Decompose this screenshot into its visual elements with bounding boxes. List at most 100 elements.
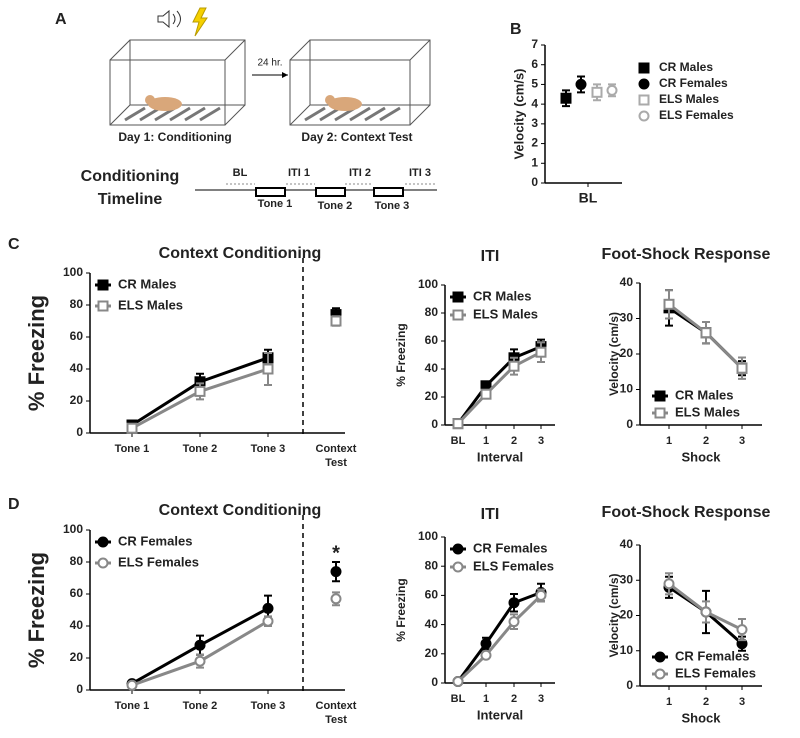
day1-label: Day 1: Conditioning (118, 130, 231, 144)
x-tick-label: 3 (538, 693, 544, 705)
marker (97, 536, 109, 548)
marker (97, 300, 109, 312)
x-tick-label: Tone 2 (183, 700, 218, 712)
legend-label: CR Males (473, 288, 532, 303)
chart-title: Context Conditioning (159, 502, 322, 519)
y-tick-label: 4 (531, 96, 538, 110)
x-tick-label: Context (316, 443, 357, 455)
y-tick-label: 40 (70, 361, 84, 375)
x-tick-label: 2 (511, 435, 517, 447)
y-tick-label: 40 (425, 361, 439, 375)
legend-label: CR Females (118, 533, 192, 548)
period-label: ITI 2 (349, 167, 371, 179)
marker (126, 422, 138, 434)
timeline-title: Timeline (98, 191, 163, 208)
chamber-day1 (109, 39, 246, 126)
marker (736, 362, 748, 374)
x-tick-label: 1 (666, 435, 672, 447)
x-tick-label: 3 (739, 435, 745, 447)
y-tick-label: 60 (425, 588, 439, 602)
y-tick-label: 100 (418, 277, 438, 291)
marker (452, 291, 464, 303)
legend-label: ELS Females (675, 665, 756, 680)
panel-label: C (8, 236, 20, 253)
y-tick-label: 20 (425, 646, 439, 660)
panel-label: A (55, 11, 67, 28)
marker (535, 346, 547, 358)
delay-label: 24 hr. (257, 58, 282, 69)
legend-label: CR Males (659, 60, 713, 74)
y-tick-label: 40 (425, 617, 439, 631)
chart-title: Foot-Shock Response (602, 504, 771, 521)
legend-label: CR Males (675, 387, 734, 402)
y-tick-label: 80 (425, 558, 439, 572)
x-tick-label: Tone 3 (251, 700, 286, 712)
marker (591, 86, 603, 98)
x-tick-label: Tone 2 (183, 443, 218, 455)
series-line (456, 594, 543, 683)
marker (638, 62, 650, 74)
x-tick-label: BL (451, 435, 466, 447)
marker (330, 593, 342, 605)
y-tick-label: 100 (63, 522, 83, 536)
marker (262, 363, 274, 375)
annotation: * (332, 542, 340, 564)
marker (97, 557, 109, 569)
legend-label: ELS Females (118, 554, 199, 569)
y-tick-label: 80 (70, 297, 84, 311)
y-tick-label: 80 (425, 305, 439, 319)
x-tick-label: 2 (511, 693, 517, 705)
y-tick-label: 40 (620, 537, 634, 551)
y-tick-label: 3 (531, 116, 538, 130)
y-tick-label: 0 (626, 417, 633, 431)
mouse (328, 97, 362, 111)
y-axis-label: % Freezing (394, 323, 408, 386)
series-line (456, 345, 542, 425)
marker (508, 360, 520, 372)
y-tick-label: 100 (63, 265, 83, 279)
y-tick-label: 100 (418, 529, 438, 543)
marker (606, 84, 618, 96)
marker (638, 94, 650, 106)
speaker-icon (157, 9, 181, 29)
period-label: BL (233, 167, 248, 179)
y-tick-label: 40 (620, 275, 634, 289)
marker (638, 110, 650, 122)
x-axis-label: Interval (477, 707, 523, 722)
marker (262, 615, 274, 627)
y-tick-label: 10 (620, 643, 634, 657)
marker (330, 566, 342, 578)
tone-label: Tone 1 (258, 198, 293, 210)
y-axis-label: % Freezing (24, 295, 49, 411)
marker (480, 638, 492, 650)
x-tick-label: 1 (483, 693, 489, 705)
marker (560, 92, 572, 104)
legend-label: CR Females (675, 648, 749, 663)
y-tick-label: 20 (620, 346, 634, 360)
marker (700, 606, 712, 618)
marker (535, 589, 547, 601)
y-tick-label: 7 (531, 37, 538, 51)
marker (736, 624, 748, 636)
y-tick-label: 60 (70, 586, 84, 600)
period-label: ITI 1 (288, 167, 310, 179)
marker (654, 407, 666, 419)
arrow-head (282, 72, 288, 78)
y-tick-label: 20 (425, 389, 439, 403)
panel-label: B (510, 21, 522, 38)
legend-label: ELS Females (473, 558, 554, 573)
y-tick-label: 20 (620, 608, 634, 622)
x-tick-label: 1 (666, 696, 672, 708)
mouse-head (325, 95, 335, 105)
marker (452, 309, 464, 321)
chart-title: ITI (481, 506, 500, 523)
y-axis-label: Velocity (cm/s) (607, 573, 621, 657)
y-tick-label: 30 (620, 572, 634, 586)
marker (663, 298, 675, 310)
y-tick-label: 60 (425, 333, 439, 347)
y-tick-label: 0 (431, 417, 438, 431)
y-tick-label: 30 (620, 311, 634, 325)
y-tick-label: 6 (531, 57, 538, 71)
legend-label: ELS Females (659, 108, 734, 122)
